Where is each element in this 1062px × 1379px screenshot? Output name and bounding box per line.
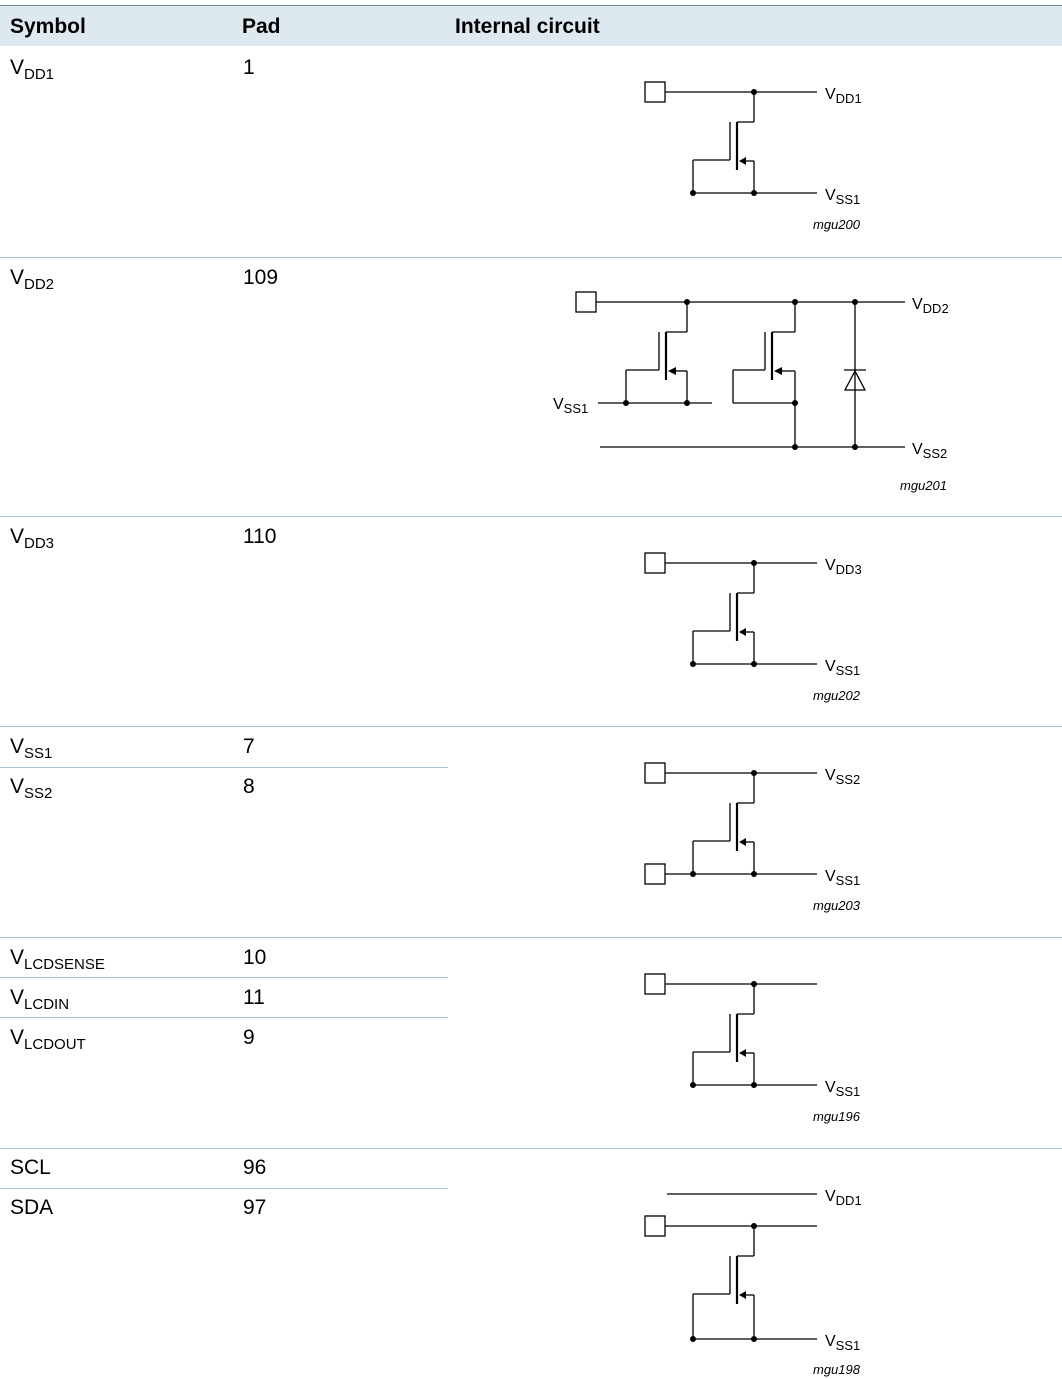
figure-id: mgu201 [900,478,947,493]
row-divider [0,937,1062,938]
symbol-cell: VSS1 [10,735,53,762]
net-label-top: VDD1 [825,1188,862,1208]
circuit-diagram-mgu202: VDD3 VSS1 mgu202 [644,552,862,703]
net-label-top: VDD3 [825,557,862,577]
circuit-diagram-mgu198: VDD1 VSS1 mgu198 [644,1188,862,1377]
circuit-diagram-mgu200: VDD1 VSS1 mgu200 [644,81,862,232]
net-label-bottom: VSS1 [825,187,860,207]
pad-cell: 11 [243,986,265,1009]
row-divider [0,1188,448,1189]
symbol-cell: VLCDSENSE [10,946,105,973]
figure-id: mgu200 [813,217,861,232]
net-label-top: VSS2 [825,767,860,787]
row-divider [0,1017,448,1018]
header-pad: Pad [242,15,281,38]
symbol-cell: VDD3 [10,525,55,552]
symbol-cell: SCL [10,1156,51,1179]
figure-id: mgu202 [813,688,861,703]
row-divider [0,257,1062,258]
net-label-left: VSS1 [553,396,588,416]
net-label-bottom: VSS1 [825,1333,860,1353]
pad-cell: 96 [243,1156,267,1179]
pad-cell: 1 [243,56,255,79]
pad-cell: 9 [243,1026,255,1049]
pad-cell: 109 [243,266,279,289]
figure-id: mgu198 [813,1362,861,1377]
header-symbol: Symbol [10,15,86,38]
pad-cell: 7 [243,735,255,758]
row-divider [0,977,448,978]
header-internal-circuit: Internal circuit [455,15,600,38]
net-label-top: VDD2 [912,296,949,316]
row-divider [0,516,1062,517]
pad-cell: 110 [243,525,277,548]
symbol-cell: VSS2 [10,775,53,802]
circuit-diagram-mgu201: VDD2 VSS1 VSS2 mgu201 [553,291,949,493]
net-label-bottom: VSS1 [825,868,860,888]
circuit-diagram-mgu203: VSS2 VSS1 mgu203 [644,762,861,913]
symbol-cell: SDA [10,1196,54,1219]
figure-id: mgu203 [813,898,861,913]
pad-cell: 10 [243,946,267,969]
symbol-cell: VDD1 [10,56,55,83]
circuit-diagram-mgu196: VSS1 mgu196 [644,973,861,1124]
pad-cell: 97 [243,1196,267,1219]
net-label-top: VDD1 [825,86,862,106]
net-label-bottom: VSS2 [912,441,947,461]
table-header [0,6,1062,46]
row-divider [0,1148,1062,1149]
table-top-rule [0,5,1062,6]
row-divider [0,726,1062,727]
row-divider [0,767,448,768]
pad-cell: 8 [243,775,255,798]
symbol-cell: VLCDIN [10,986,70,1013]
figure-id: mgu196 [813,1109,861,1124]
symbol-cell: VDD2 [10,266,55,293]
net-label-bottom: VSS1 [825,1079,860,1099]
net-label-bottom: VSS1 [825,658,860,678]
symbol-cell: VLCDOUT [10,1026,86,1053]
